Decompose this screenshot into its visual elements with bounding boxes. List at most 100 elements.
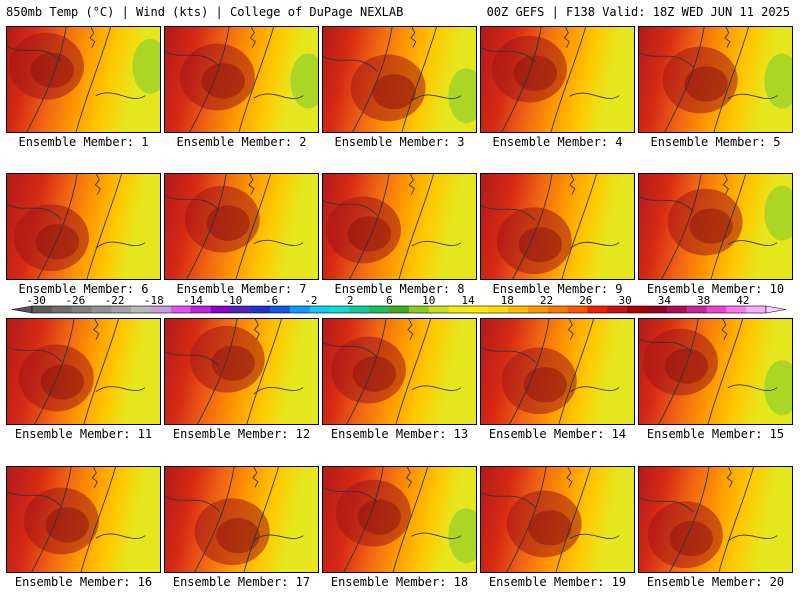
ensemble-member-label: Ensemble Member: 13 [330,427,469,441]
colorbar-tick-label: 30 [618,296,631,307]
colorbar-swatch [170,306,192,313]
ensemble-member-map [164,26,319,133]
colorbar-swatch [369,306,390,313]
ensemble-member-label: Ensemble Member: 19 [488,575,627,589]
ensemble-member-label: Ensemble Member: 6 [18,282,149,296]
colorbar-tick-label: 6 [386,296,393,307]
colorbar-tick-label: -22 [105,296,125,307]
ensemble-member-label: Ensemble Member: 1 [18,135,149,149]
colorbar-tick-label: -6 [265,296,278,307]
colorbar-swatch [726,306,747,313]
colorbar-tick-label: -14 [183,296,203,307]
ensemble-member-label: Ensemble Member: 5 [650,135,781,149]
temperature-colorbar: -30 -26 -22 -18 -14 -10 -6 -2 2 6 10 14 18 22 26 30 34 38… [11,296,787,314]
colorbar-tick-label: 42 [736,296,749,307]
ensemble-member-label: Ensemble Member: 9 [492,282,623,296]
map-title: 850mb Temp (°C) | Wind (kts) | College o… [6,5,404,19]
ensemble-member-map [6,26,161,133]
colorbar-swatch [250,306,271,313]
ensemble-member-label: Ensemble Member: 4 [492,135,623,149]
ensemble-member-map [480,466,635,573]
colorbar-swatch [508,306,529,313]
colorbar-swatch [131,306,152,313]
colorbar-tick-label: -30 [26,296,46,307]
ensemble-member-label: Ensemble Member: 18 [330,575,469,589]
ensemble-member-map [638,26,793,133]
colorbar-tick-label: 18 [501,296,514,307]
colorbar-swatch [309,306,330,313]
ensemble-member-map [6,466,161,573]
colorbar-swatch [527,306,549,313]
ensemble-member-map [164,466,319,573]
colorbar-swatch [71,306,92,313]
ensemble-member-label: Ensemble Member: 3 [334,135,465,149]
ensemble-member-label: Ensemble Member: 15 [646,427,785,441]
colorbar-swatch [488,306,509,313]
ensemble-member-label: Ensemble Member: 11 [14,427,153,441]
colorbar-swatch [587,306,608,313]
colorbar-tick-label: 34 [658,296,672,307]
ensemble-member-label: Ensemble Member: 17 [172,575,311,589]
colorbar-swatch [468,306,489,313]
ensemble-member-map [638,466,793,573]
ensemble-member-map [480,173,635,280]
colorbar-tick-label: -26 [65,296,85,307]
colorbar-swatch [230,306,251,313]
colorbar-swatch [151,306,172,313]
colorbar-tick-label: 38 [697,296,710,307]
ensemble-member-map [6,318,161,425]
ensemble-member-map [638,318,793,425]
model-run-valid-time: 00Z GEFS | F138 Valid: 18Z WED JUN 11 20… [486,5,790,19]
ensemble-member-label: Ensemble Member: 8 [334,282,465,296]
colorbar-swatch [428,306,449,313]
colorbar-swatch [646,306,668,313]
colorbar-swatch [91,306,112,313]
ensemble-member-map [480,26,635,133]
ensemble-member-label: Ensemble Member: 20 [646,575,785,589]
colorbar-swatch [289,306,311,313]
colorbar-swatch [210,306,231,313]
colorbar-tick-label: 22 [540,296,553,307]
ensemble-member-map [480,318,635,425]
colorbar-tick-label: 26 [579,296,592,307]
colorbar-swatch [547,306,569,313]
colorbar-swatch [32,306,53,313]
ensemble-member-map [6,173,161,280]
ensemble-member-label: Ensemble Member: 7 [176,282,307,296]
colorbar-swatch [627,306,648,313]
ensemble-member-map [322,466,477,573]
colorbar-under-arrow [11,305,33,314]
colorbar-tick-label: 10 [422,296,435,307]
colorbar-swatch [607,306,628,313]
colorbar-swatch [270,306,291,313]
colorbar-swatch [349,306,370,313]
colorbar-swatch [408,306,430,313]
colorbar-swatch [389,306,410,313]
colorbar-tick-label: -2 [304,296,317,307]
ensemble-member-label: Ensemble Member: 2 [176,135,307,149]
colorbar-swatch [706,306,727,313]
ensemble-member-map [322,173,477,280]
colorbar-tick-label: 2 [347,296,354,307]
colorbar-swatch [111,306,132,313]
ensemble-member-map [164,173,319,280]
colorbar-swatch [190,306,211,313]
colorbar-tick-label: -18 [144,296,164,307]
colorbar-swatch [51,306,73,313]
colorbar-swatch [329,306,350,313]
ensemble-member-label: Ensemble Member: 14 [488,427,627,441]
ensemble-member-map [638,173,793,280]
colorbar-swatch [448,306,469,313]
colorbar-swatch [746,306,767,313]
colorbar-tick-label: -10 [222,296,242,307]
colorbar-swatch [567,306,588,313]
colorbar-swatch [686,306,707,313]
colorbar-over-arrow [765,305,787,314]
ensemble-member-label: Ensemble Member: 10 [646,282,785,296]
colorbar-swatch [666,306,688,313]
ensemble-member-map [322,318,477,425]
ensemble-member-label: Ensemble Member: 16 [14,575,153,589]
ensemble-member-map [322,26,477,133]
colorbar-tick-label: 14 [461,296,475,307]
ensemble-member-label: Ensemble Member: 12 [172,427,311,441]
